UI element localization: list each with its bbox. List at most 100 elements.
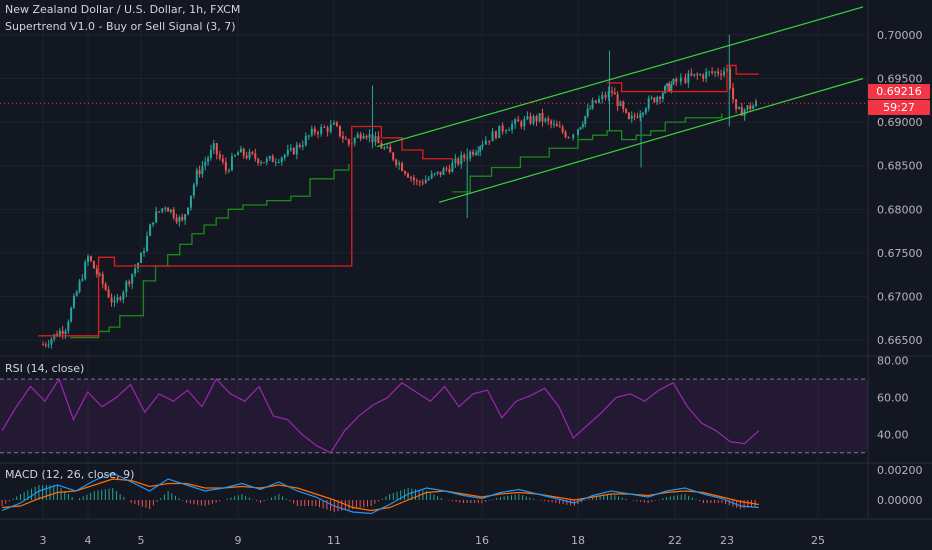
candle-body bbox=[125, 281, 128, 293]
candle-body bbox=[448, 168, 451, 173]
candle-body bbox=[181, 217, 184, 221]
candle-body bbox=[529, 116, 532, 124]
candle-body bbox=[239, 148, 242, 153]
supertrend-down-line bbox=[38, 125, 453, 337]
candle-body bbox=[442, 168, 445, 175]
candle-body bbox=[81, 279, 84, 281]
candle-body bbox=[491, 131, 494, 142]
candle-body bbox=[613, 92, 616, 95]
candle-body bbox=[610, 91, 613, 93]
candle-body bbox=[116, 297, 119, 301]
candle-body bbox=[607, 91, 610, 98]
candle-body bbox=[362, 136, 365, 139]
candle-body bbox=[207, 157, 210, 162]
candle-body bbox=[110, 297, 113, 303]
candle-body bbox=[717, 71, 720, 74]
candle-body bbox=[398, 163, 401, 165]
candle-body bbox=[445, 168, 448, 170]
candle-body bbox=[368, 134, 371, 138]
candle-body bbox=[227, 170, 230, 172]
candle-body bbox=[75, 291, 78, 296]
candle-body bbox=[280, 157, 283, 162]
candle-body bbox=[589, 108, 592, 110]
candle-body bbox=[307, 135, 310, 137]
candle-body bbox=[335, 122, 338, 126]
last-price-badge: 0.69216 bbox=[868, 84, 930, 99]
candle-body bbox=[579, 127, 582, 130]
candle-body bbox=[167, 207, 170, 212]
chart-title: New Zealand Dollar / U.S. Dollar, 1h, FX… bbox=[5, 3, 241, 16]
price-tick-label: 0.70000 bbox=[877, 29, 923, 42]
candle-body bbox=[454, 158, 457, 163]
candle-body bbox=[532, 116, 535, 124]
candle-body bbox=[636, 116, 639, 118]
candle-body bbox=[95, 268, 98, 275]
rsi-band-fill bbox=[0, 379, 868, 453]
candle-body bbox=[64, 331, 67, 334]
candle-body bbox=[304, 135, 307, 146]
candle-body bbox=[752, 105, 755, 110]
supertrend-up-line bbox=[452, 113, 723, 193]
candle-body bbox=[460, 154, 463, 165]
candle-body bbox=[601, 95, 604, 99]
candle-body bbox=[89, 256, 92, 262]
candle-body bbox=[104, 284, 107, 290]
candle-body bbox=[538, 113, 541, 122]
rsi-tick-label: 80.00 bbox=[877, 355, 909, 368]
candle-body bbox=[412, 177, 415, 181]
candle-body bbox=[737, 107, 740, 109]
candle-body bbox=[187, 207, 190, 215]
candle-body bbox=[469, 151, 472, 159]
candle-body bbox=[149, 224, 152, 237]
candle-body bbox=[508, 129, 511, 131]
channel-lower-line bbox=[438, 77, 864, 203]
candle-body bbox=[389, 147, 392, 153]
candle-body bbox=[292, 147, 295, 155]
candle-body bbox=[433, 173, 436, 175]
candle-body bbox=[581, 124, 584, 128]
candle-body bbox=[650, 97, 653, 99]
candle-body bbox=[594, 100, 597, 103]
candle-body bbox=[161, 208, 164, 212]
candle-body bbox=[616, 94, 619, 106]
candle-body bbox=[242, 148, 245, 156]
candle-body bbox=[591, 100, 594, 109]
candle-body bbox=[254, 153, 257, 159]
candle-body bbox=[494, 131, 497, 139]
candle-body bbox=[215, 143, 218, 155]
candle-body bbox=[633, 115, 636, 117]
price-tick-label: 0.67500 bbox=[877, 247, 923, 260]
candle-body bbox=[146, 236, 149, 252]
candle-body bbox=[639, 114, 642, 118]
price-tick-label: 0.66500 bbox=[877, 334, 923, 347]
candle-body bbox=[550, 120, 553, 125]
candle-body bbox=[274, 161, 277, 163]
candle-body bbox=[421, 182, 424, 184]
candle-body bbox=[404, 171, 407, 174]
candle-body bbox=[221, 158, 224, 163]
candle-body bbox=[298, 144, 301, 147]
candle-body bbox=[359, 134, 362, 139]
time-tick-label: 22 bbox=[668, 534, 682, 547]
candle-body bbox=[107, 289, 110, 298]
candle-body bbox=[353, 137, 356, 144]
candle-body bbox=[604, 95, 607, 98]
candle-body bbox=[301, 145, 304, 147]
candle-body bbox=[696, 73, 699, 76]
candle-body bbox=[520, 121, 523, 127]
candle-body bbox=[547, 118, 550, 121]
candle-body bbox=[656, 97, 659, 103]
rsi-legend: RSI (14, close) bbox=[5, 362, 85, 375]
candle-body bbox=[212, 143, 215, 150]
candle-body bbox=[237, 152, 239, 156]
candle-body bbox=[101, 273, 104, 285]
candle-body bbox=[735, 99, 738, 109]
candle-body bbox=[333, 122, 335, 125]
candle-body bbox=[567, 137, 570, 139]
candle-body bbox=[119, 297, 122, 300]
rsi-tick-label: 60.00 bbox=[877, 392, 909, 405]
rsi-line bbox=[1, 377, 760, 454]
candle-body bbox=[87, 256, 89, 263]
candle-body bbox=[310, 128, 313, 136]
candle-body bbox=[78, 280, 81, 292]
